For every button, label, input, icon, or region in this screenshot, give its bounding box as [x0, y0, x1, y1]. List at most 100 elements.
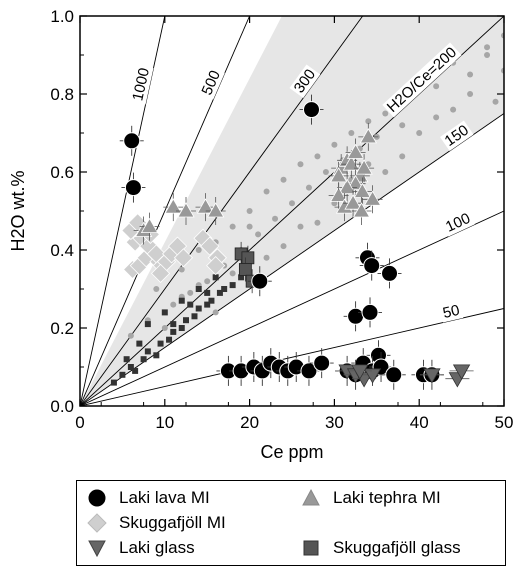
laki-lava-mi-point — [385, 366, 403, 384]
ratio-label-backdrop — [382, 42, 462, 118]
background-square — [132, 367, 139, 374]
square-marker-icon — [303, 540, 319, 556]
background-square — [221, 286, 228, 292]
laki-glass-point — [351, 364, 369, 380]
axes: 0 10 20 30 40 50 0.0 0.2 0.4 0.6 0.8 1.0 — [50, 7, 513, 432]
background-square — [191, 313, 198, 320]
background-square — [187, 301, 194, 308]
ratio-label-backdrop — [441, 208, 475, 237]
laki-tephra-mi-point — [346, 174, 365, 191]
background-square — [216, 289, 223, 296]
background-point — [492, 98, 499, 105]
background-point — [416, 130, 423, 136]
x-tick-label: 50 — [495, 413, 514, 432]
background-point — [170, 301, 177, 308]
background-point — [246, 223, 253, 230]
x-tick-label: 20 — [240, 413, 259, 432]
laki-tephra-mi-point — [338, 178, 356, 195]
background-square — [144, 321, 151, 328]
background-square — [123, 356, 130, 363]
laki-tephra-mi-point — [206, 202, 225, 218]
background-square — [127, 364, 134, 370]
legend-item-laki-lava-mi: Laki lava MI — [87, 486, 210, 510]
data-series — [119, 94, 474, 390]
background-square — [136, 340, 143, 347]
y-tick-label: 0.8 — [50, 85, 74, 104]
laki-lava-mi-point — [313, 354, 331, 372]
background-point — [289, 200, 295, 207]
background-point — [178, 266, 185, 273]
background-point — [399, 153, 406, 160]
skuggafjoll-glass-point — [238, 263, 252, 276]
background-square — [195, 286, 202, 292]
background-point — [195, 247, 202, 253]
background-point — [161, 325, 168, 331]
background-point — [246, 208, 253, 214]
laki-lava-mi-point — [303, 101, 321, 119]
laki-lava-mi-point — [123, 132, 141, 150]
x-tick-label: 0 — [75, 413, 84, 432]
legend-label: Skuggafjöll glass — [333, 538, 461, 557]
background-point — [280, 243, 287, 250]
background-point — [467, 71, 474, 78]
laki-lava-mi-point — [251, 272, 269, 290]
x-axis-label: Ce ppm — [260, 442, 323, 462]
background-point — [212, 309, 219, 316]
ratio-line-label: 1000 — [129, 66, 153, 102]
background-square — [204, 301, 211, 308]
triangle-down-marker-icon — [88, 540, 106, 558]
circle-marker-icon — [88, 489, 106, 507]
laki-tephra-mi-point — [352, 202, 371, 218]
skuggafjoll-mi-point — [200, 236, 220, 256]
y-tick-label: 0.2 — [50, 319, 74, 338]
background-square — [144, 348, 151, 355]
ratio-lines — [80, 16, 504, 406]
skuggafjoll-mi-point — [206, 256, 226, 276]
laki-lava-mi-point — [300, 362, 318, 380]
background-point — [467, 91, 474, 97]
background-point — [399, 122, 406, 129]
background-square — [178, 325, 185, 331]
background-square — [161, 309, 168, 316]
background-point — [229, 270, 236, 277]
background-point — [153, 286, 160, 292]
laki-lava-mi-point — [361, 303, 379, 321]
background-point — [305, 184, 312, 191]
background-square — [195, 305, 202, 312]
background-square — [153, 352, 160, 359]
background-point — [365, 118, 372, 125]
ratio-label-backdrop — [439, 120, 474, 151]
legend-label: Laki lava MI — [119, 488, 210, 507]
skuggafjoll-mi-point — [173, 248, 194, 268]
laki-tephra-mi-point — [346, 143, 365, 159]
background-point — [433, 83, 440, 90]
ratio-line-label: 50 — [441, 302, 461, 322]
skuggafjoll-mi-point — [150, 263, 171, 283]
y-tick-label: 1.0 — [50, 7, 74, 26]
background-square — [166, 336, 173, 343]
laki-lava-mi-point — [381, 264, 399, 282]
laki-glass-point — [423, 368, 441, 384]
laki-tephra-mi-point — [355, 159, 373, 175]
legend-label: Laki glass — [119, 538, 195, 557]
background-square — [212, 274, 219, 281]
diamond-marker-icon — [87, 513, 107, 533]
background-point — [204, 278, 211, 285]
background-point — [255, 231, 262, 238]
background-point — [382, 110, 389, 117]
laki-tephra-mi-point — [329, 167, 348, 183]
y-axis-label: H2O wt.% — [8, 170, 28, 251]
background-square — [183, 317, 189, 324]
background-point — [127, 332, 134, 339]
background-point — [314, 219, 321, 226]
ratio-label-backdrop — [128, 64, 154, 105]
ratio-label-backdrop — [197, 66, 225, 100]
laki-lava-mi-point — [124, 179, 142, 197]
background-square — [157, 340, 164, 347]
background-point — [484, 44, 491, 51]
background-square — [170, 328, 177, 335]
legend-item-laki-tephra-mi: Laki tephra MI — [301, 486, 441, 510]
y-tick-label: 0.6 — [50, 163, 74, 182]
y-tick-label: 0.4 — [50, 241, 74, 260]
background-square — [238, 274, 245, 281]
